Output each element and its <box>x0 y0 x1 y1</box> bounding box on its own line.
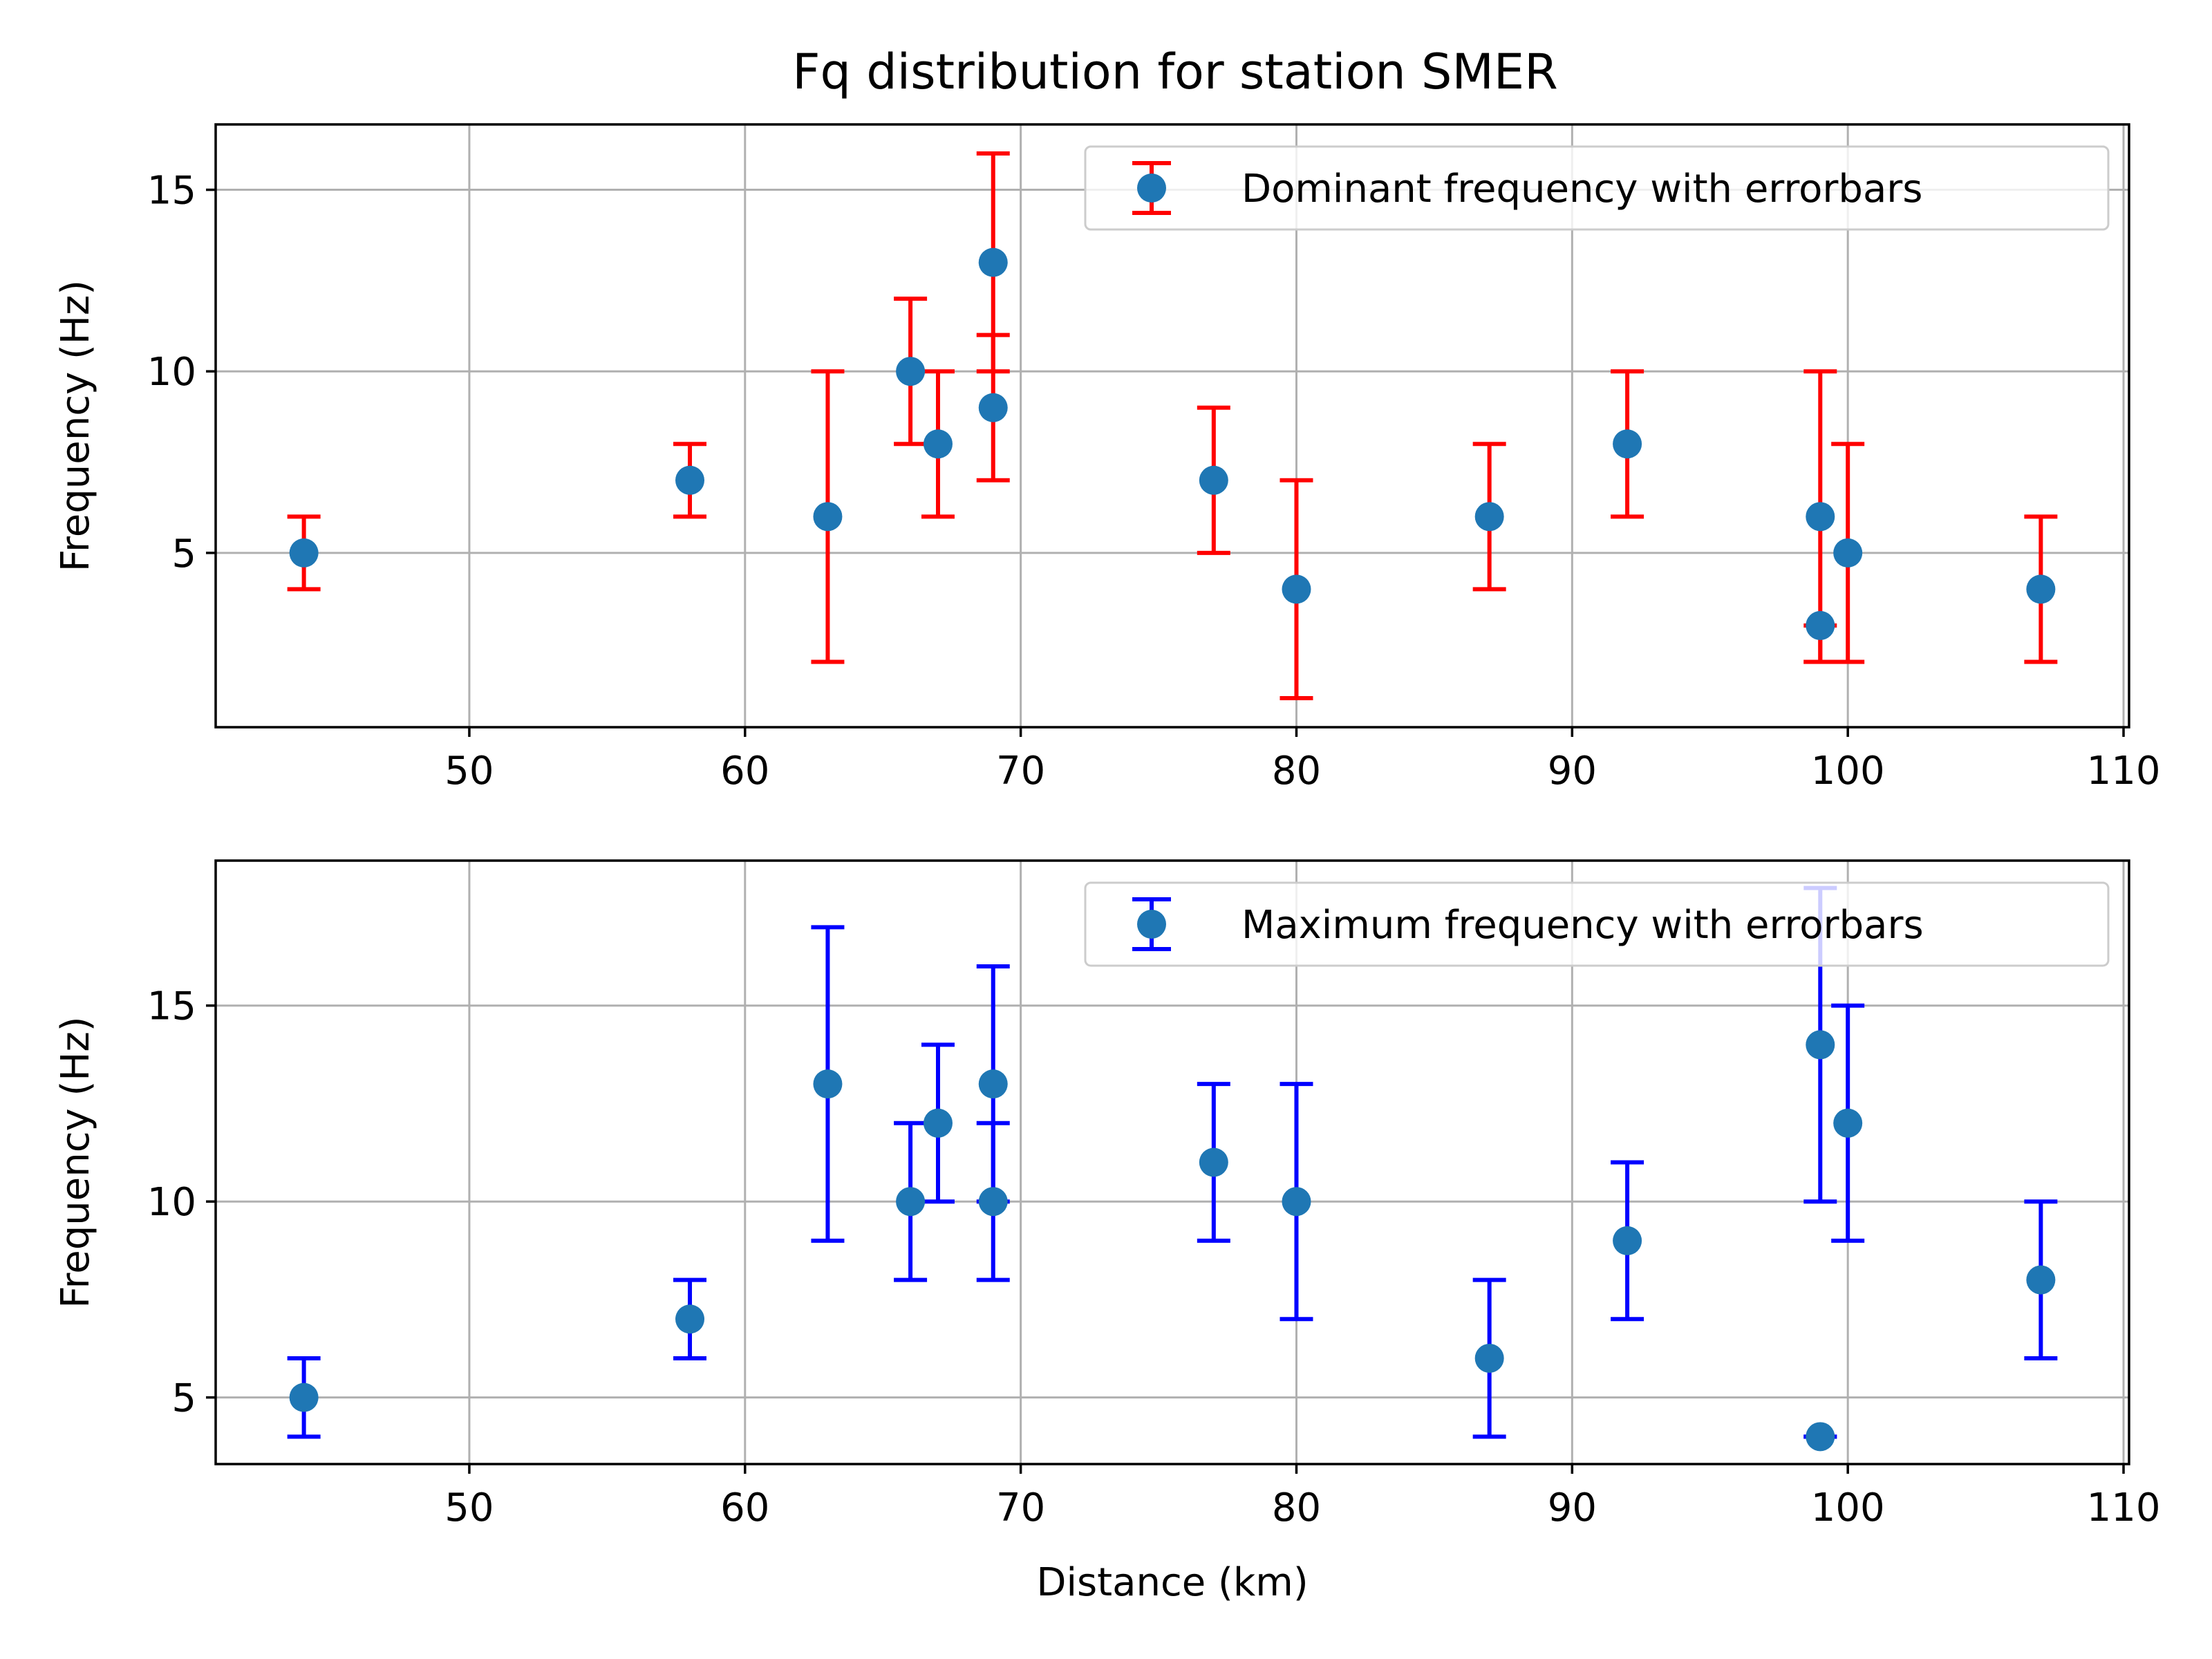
data-point <box>1806 1030 1835 1060</box>
axes-frame <box>214 859 2130 1465</box>
y-tick-label: 15 <box>147 984 196 1029</box>
x-tick-label: 50 <box>444 1485 494 1530</box>
data-point <box>1833 1108 1863 1138</box>
data-point <box>2026 574 2056 604</box>
data-point <box>289 1382 319 1412</box>
y-axis-label: Frequency (Hz) <box>53 280 98 572</box>
data-point <box>1474 1343 1504 1373</box>
data-point <box>978 247 1008 277</box>
legend-frame <box>1084 145 2110 231</box>
x-tick-label: 100 <box>1811 749 1885 794</box>
data-point <box>1613 429 1642 459</box>
x-tick-label: 110 <box>2087 749 2161 794</box>
data-point <box>1282 574 1311 604</box>
x-tick-label: 90 <box>1548 749 1597 794</box>
y-axis-label: Frequency (Hz) <box>53 1016 98 1308</box>
x-tick-label: 70 <box>996 1485 1045 1530</box>
data-point <box>1474 502 1504 532</box>
data-point <box>1806 1422 1835 1452</box>
legend-frame <box>1084 881 2110 967</box>
data-point <box>1806 502 1835 532</box>
legend: Maximum frequency with errorbars <box>1084 881 2110 967</box>
y-tick-label: 10 <box>147 350 196 395</box>
y-tick-label: 5 <box>171 532 196 577</box>
data-point <box>978 393 1008 422</box>
data-point <box>896 357 926 386</box>
data-point <box>923 1108 953 1138</box>
data-point <box>813 502 843 532</box>
figure-title: Fq distribution for station SMER <box>792 44 1557 100</box>
x-tick-label: 110 <box>2087 1485 2161 1530</box>
data-point <box>978 1069 1008 1099</box>
axes-frame <box>214 123 2130 729</box>
chart-panel-2: 50 60 70 80 90 100 110 5 10 15 Frequency (Hz) Dista… <box>53 859 2161 1605</box>
data-point <box>1806 610 1835 640</box>
data-point <box>1199 465 1228 495</box>
x-tick-label: 60 <box>720 749 769 794</box>
x-tick-label: 80 <box>1272 749 1321 794</box>
data-point <box>675 465 705 495</box>
legend-label: Dominant frequency with errorbars <box>1241 167 1922 212</box>
legend-marker-icon <box>1137 174 1166 203</box>
x-tick-label: 90 <box>1548 1485 1597 1530</box>
data-point <box>813 1069 843 1099</box>
data-point <box>2026 1265 2056 1295</box>
y-tick-label: 15 <box>147 169 196 214</box>
data-point <box>1613 1226 1642 1255</box>
x-tick-label: 70 <box>996 749 1045 794</box>
data-point <box>1282 1187 1311 1217</box>
data-point <box>978 1187 1008 1217</box>
legend: Dominant frequency with errorbars <box>1084 145 2110 231</box>
data-point <box>896 1187 926 1217</box>
series-1 <box>287 151 2058 700</box>
x-axis-label: Distance (km) <box>1036 1560 1308 1605</box>
x-tick-label: 60 <box>720 1485 769 1530</box>
y-tick-label: 5 <box>171 1376 196 1421</box>
chart-panel-1: 50 60 70 80 90 100 110 5 10 15 Frequency (Hz) Domin… <box>53 123 2161 794</box>
data-point <box>289 538 319 568</box>
data-point <box>923 429 953 459</box>
x-tick-label: 80 <box>1272 1485 1321 1530</box>
y-tick-label: 10 <box>147 1180 196 1225</box>
legend-marker-icon <box>1137 910 1166 939</box>
legend-label: Maximum frequency with errorbars <box>1241 903 1924 948</box>
x-tick-label: 50 <box>444 749 494 794</box>
data-point <box>1199 1147 1228 1177</box>
x-tick-label: 100 <box>1811 1485 1885 1530</box>
data-point <box>1833 538 1863 568</box>
data-point <box>675 1304 705 1334</box>
